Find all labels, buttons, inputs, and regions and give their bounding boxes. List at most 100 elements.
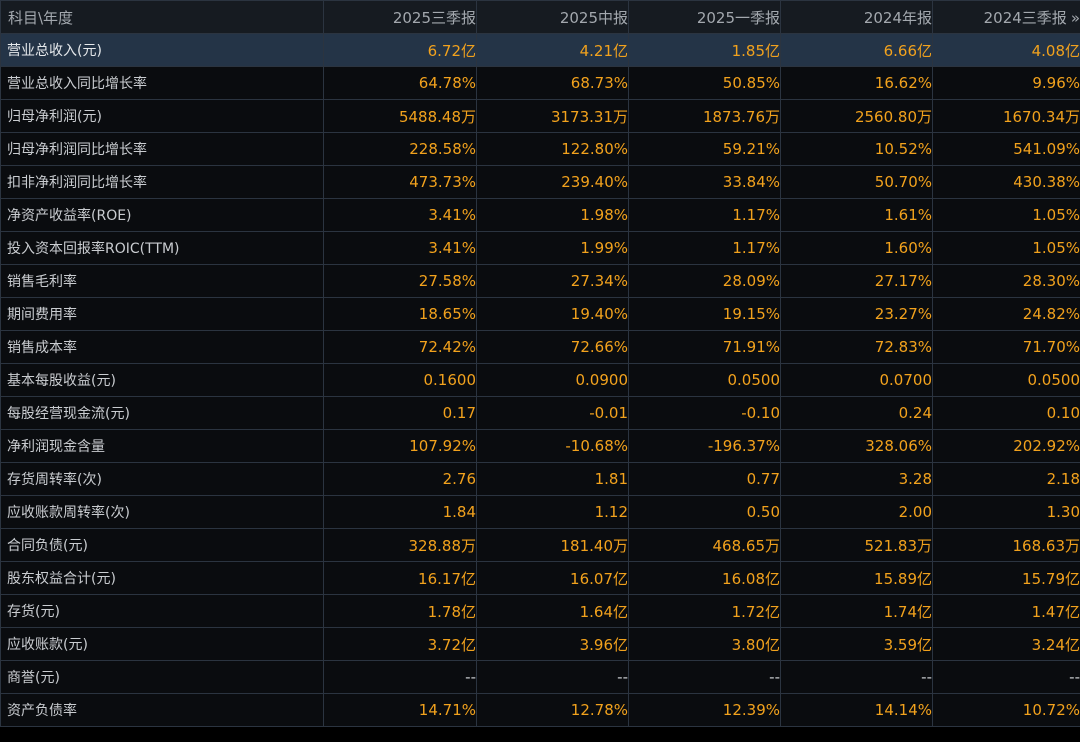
table-row[interactable]: 基本每股收益(元) 0.1600 0.0900 0.0500 0.0700 0.0500	[0, 363, 1080, 397]
table-cell: 3173.31万	[476, 99, 629, 133]
table-row[interactable]: 净利润现金含量 107.92% -10.68% -196.37% 328.06% 202.…	[0, 429, 1080, 463]
row-label: 期间费用率	[0, 297, 324, 331]
table-cell: 0.1600	[323, 363, 477, 397]
header-period-2025q3[interactable]: 2025三季报	[323, 0, 477, 34]
row-label: 存货(元)	[0, 594, 324, 628]
row-label: 销售毛利率	[0, 264, 324, 298]
table-cell: 12.78%	[476, 693, 629, 727]
row-label: 净利润现金含量	[0, 429, 324, 463]
table-cell: 6.72亿	[323, 33, 477, 67]
table-row[interactable]: 扣非净利润同比增长率 473.73% 239.40% 33.84% 50.70% 430.…	[0, 165, 1080, 199]
table-row[interactable]: 存货周转率(次) 2.76 1.81 0.77 3.28 2.18	[0, 462, 1080, 496]
table-cell: 0.10	[932, 396, 1080, 430]
header-period-2025h1[interactable]: 2025中报	[476, 0, 629, 34]
table-cell: 1.30	[932, 495, 1080, 529]
table-cell: 202.92%	[932, 429, 1080, 463]
table-cell: 328.06%	[780, 429, 933, 463]
table-cell: 0.0900	[476, 363, 629, 397]
table-cell: 16.08亿	[628, 561, 781, 595]
more-periods-icon[interactable]: »	[1070, 8, 1080, 27]
table-row[interactable]: 归母净利润(元) 5488.48万 3173.31万 1873.76万 2560.80万…	[0, 99, 1080, 133]
table-cell: --	[323, 660, 477, 694]
row-label: 归母净利润(元)	[0, 99, 324, 133]
table-cell: 1670.34万	[932, 99, 1080, 133]
table-cell: 18.65%	[323, 297, 477, 331]
table-cell: 2560.80万	[780, 99, 933, 133]
table-cell: 1.85亿	[628, 33, 781, 67]
table-row[interactable]: 合同负债(元) 328.88万 181.40万 468.65万 521.83万 168.6…	[0, 528, 1080, 562]
table-row[interactable]: 营业总收入同比增长率 64.78% 68.73% 50.85% 16.62% 9.96%	[0, 66, 1080, 100]
table-cell: 1.64亿	[476, 594, 629, 628]
table-cell: -0.10	[628, 396, 781, 430]
row-label: 营业总收入同比增长率	[0, 66, 324, 100]
table-cell: 1.17%	[628, 198, 781, 232]
table-cell: 107.92%	[323, 429, 477, 463]
table-cell: 0.0700	[780, 363, 933, 397]
table-row[interactable]: 应收账款周转率(次) 1.84 1.12 0.50 2.00 1.30	[0, 495, 1080, 529]
table-cell: 27.58%	[323, 264, 477, 298]
table-row[interactable]: 期间费用率 18.65% 19.40% 19.15% 23.27% 24.82%	[0, 297, 1080, 331]
table-cell: -10.68%	[476, 429, 629, 463]
row-label: 净资产收益率(ROE)	[0, 198, 324, 232]
table-cell: 71.91%	[628, 330, 781, 364]
table-cell: 68.73%	[476, 66, 629, 100]
table-cell: 2.18	[932, 462, 1080, 496]
table-cell: 473.73%	[323, 165, 477, 199]
header-period-label: 2024三季报	[983, 8, 1067, 27]
table-cell: 0.0500	[628, 363, 781, 397]
row-label: 股东权益合计(元)	[0, 561, 324, 595]
table-cell: 4.08亿	[932, 33, 1080, 67]
table-cell: 3.41%	[323, 231, 477, 265]
table-row[interactable]: 净资产收益率(ROE) 3.41% 1.98% 1.17% 1.61% 1.05%	[0, 198, 1080, 232]
table-cell: 1.99%	[476, 231, 629, 265]
table-cell: 1.12	[476, 495, 629, 529]
row-label: 商誉(元)	[0, 660, 324, 694]
table-cell: 16.62%	[780, 66, 933, 100]
financial-indicator-table: 科目\年度 2025三季报 2025中报 2025一季报 2024年报 2024…	[0, 0, 1080, 727]
table-cell: 1.05%	[932, 231, 1080, 265]
table-cell: 15.79亿	[932, 561, 1080, 595]
table-cell: 181.40万	[476, 528, 629, 562]
table-cell: 3.96亿	[476, 627, 629, 661]
table-row[interactable]: 存货(元) 1.78亿 1.64亿 1.72亿 1.74亿 1.47亿	[0, 594, 1080, 628]
table-cell: 1873.76万	[628, 99, 781, 133]
table-row[interactable]: 资产负债率 14.71% 12.78% 12.39% 14.14% 10.72%	[0, 693, 1080, 727]
table-cell: 1.84	[323, 495, 477, 529]
table-cell: 1.78亿	[323, 594, 477, 628]
table-cell: 19.40%	[476, 297, 629, 331]
table-row[interactable]: 营业总收入(元) 6.72亿 4.21亿 1.85亿 6.66亿 4.08亿	[0, 33, 1080, 67]
table-row[interactable]: 销售毛利率 27.58% 27.34% 28.09% 27.17% 28.30%	[0, 264, 1080, 298]
table-cell: 0.0500	[932, 363, 1080, 397]
table-cell: 1.47亿	[932, 594, 1080, 628]
table-row[interactable]: 销售成本率 72.42% 72.66% 71.91% 72.83% 71.70%	[0, 330, 1080, 364]
table-cell: 1.74亿	[780, 594, 933, 628]
header-period-label: 2024年报	[863, 8, 932, 27]
table-cell: 33.84%	[628, 165, 781, 199]
header-period-2024q3[interactable]: 2024三季报»	[932, 0, 1080, 34]
row-label: 营业总收入(元)	[0, 33, 324, 67]
table-cell: 6.66亿	[780, 33, 933, 67]
table-cell: 9.96%	[932, 66, 1080, 100]
table-cell: 0.77	[628, 462, 781, 496]
table-cell: 10.72%	[932, 693, 1080, 727]
table-cell: 3.41%	[323, 198, 477, 232]
table-row[interactable]: 每股经营现金流(元) 0.17 -0.01 -0.10 0.24 0.10	[0, 396, 1080, 430]
table-row[interactable]: 归母净利润同比增长率 228.58% 122.80% 59.21% 10.52% 541.…	[0, 132, 1080, 166]
table-cell: 28.30%	[932, 264, 1080, 298]
table-row[interactable]: 股东权益合计(元) 16.17亿 16.07亿 16.08亿 15.89亿 15.79亿	[0, 561, 1080, 595]
table-cell: 3.80亿	[628, 627, 781, 661]
table-row[interactable]: 应收账款(元) 3.72亿 3.96亿 3.80亿 3.59亿 3.24亿	[0, 627, 1080, 661]
header-period-2025q1[interactable]: 2025一季报	[628, 0, 781, 34]
table-cell: 328.88万	[323, 528, 477, 562]
table-cell: 64.78%	[323, 66, 477, 100]
table-row[interactable]: 投入资本回报率ROIC(TTM) 3.41% 1.99% 1.17% 1.60% 1.05…	[0, 231, 1080, 265]
table-cell: 122.80%	[476, 132, 629, 166]
table-cell: 72.83%	[780, 330, 933, 364]
table-cell: 0.17	[323, 396, 477, 430]
table-row[interactable]: 商誉(元) -- -- -- -- --	[0, 660, 1080, 694]
header-period-2024annual[interactable]: 2024年报	[780, 0, 933, 34]
table-cell: 0.50	[628, 495, 781, 529]
row-label: 合同负债(元)	[0, 528, 324, 562]
table-cell: 3.24亿	[932, 627, 1080, 661]
table-cell: 1.60%	[780, 231, 933, 265]
